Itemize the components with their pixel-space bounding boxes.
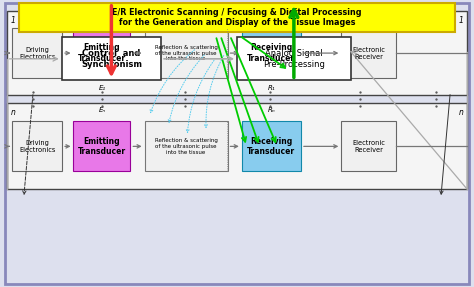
FancyBboxPatch shape: [341, 121, 396, 172]
Text: R₁: R₁: [267, 85, 275, 91]
FancyBboxPatch shape: [12, 28, 62, 78]
FancyBboxPatch shape: [145, 121, 228, 172]
Text: Receiving
Transducer: Receiving Transducer: [247, 137, 295, 156]
Text: Eₙ: Eₙ: [98, 107, 106, 113]
Text: n: n: [10, 108, 15, 117]
Text: n: n: [459, 108, 464, 117]
Text: Driving
Electronics: Driving Electronics: [19, 46, 55, 60]
Text: Electronic
Receiver: Electronic Receiver: [352, 140, 385, 153]
Text: Driving
Electronics: Driving Electronics: [19, 140, 55, 153]
Text: E/R Electronic Scanning / Focusing & Digital Processing
for the Generation and D: E/R Electronic Scanning / Focusing & Dig…: [112, 7, 362, 27]
Text: Rₙ: Rₙ: [267, 107, 275, 113]
Text: Electronic
Receiver: Electronic Receiver: [352, 46, 385, 60]
Text: Receiving
Transducer: Receiving Transducer: [247, 43, 295, 63]
FancyBboxPatch shape: [7, 103, 467, 189]
Text: Control  and
Synchronism: Control and Synchronism: [81, 49, 142, 69]
FancyBboxPatch shape: [7, 11, 467, 95]
FancyBboxPatch shape: [19, 3, 455, 32]
Text: Analog Signal
Pre-Processing: Analog Signal Pre-Processing: [263, 49, 325, 69]
Text: Emitting
Transducer: Emitting Transducer: [78, 43, 126, 63]
Text: Reflection & scattering
of the ultrasonic pulse
into the tissue: Reflection & scattering of the ultrasoni…: [155, 45, 218, 61]
Text: 1: 1: [459, 16, 464, 25]
Text: 1: 1: [10, 16, 15, 25]
FancyBboxPatch shape: [62, 37, 161, 80]
FancyBboxPatch shape: [242, 28, 301, 78]
FancyBboxPatch shape: [242, 121, 301, 172]
FancyBboxPatch shape: [237, 37, 351, 80]
FancyBboxPatch shape: [341, 28, 396, 78]
Text: Reflection & scattering
of the ultrasonic pulse
into the tissue: Reflection & scattering of the ultrasoni…: [155, 138, 218, 155]
Text: E₁: E₁: [98, 85, 106, 91]
FancyBboxPatch shape: [12, 121, 62, 172]
Text: Emitting
Transducer: Emitting Transducer: [78, 137, 126, 156]
FancyBboxPatch shape: [73, 121, 130, 172]
FancyBboxPatch shape: [73, 28, 130, 78]
FancyBboxPatch shape: [145, 28, 228, 78]
